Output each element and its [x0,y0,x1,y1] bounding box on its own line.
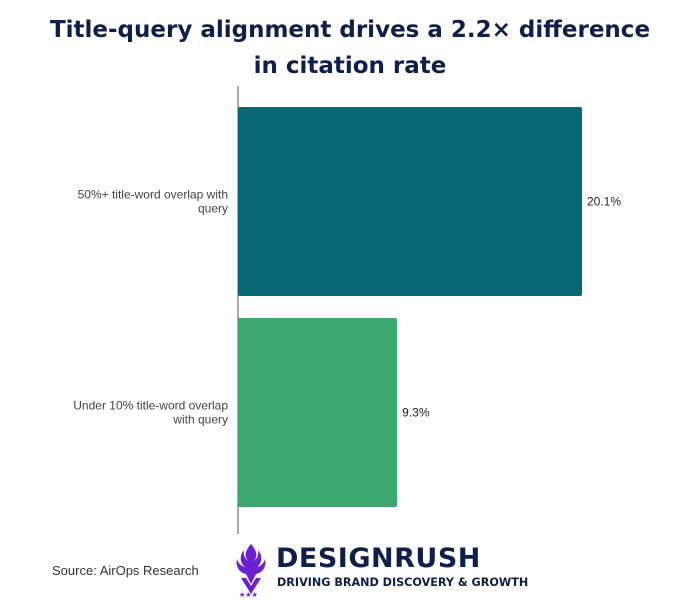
category-label-1-line-2: query [198,202,228,216]
category-label-2-line-1: Under 10% title-word overlap [73,399,228,413]
category-label-2-line-2: with query [172,413,228,427]
chart-title-line-1: Title-query alignment drives a 2.2× diff… [49,17,651,43]
bar-1 [238,107,582,296]
brand-name: DESIGNRUSH [276,543,481,574]
chart-title: Title-query alignment drives a 2.2× diff… [0,12,700,84]
svg-text:★★★: ★★★ [239,591,258,598]
bar-2 [238,318,398,507]
brand-tagline: DRIVING BRAND DISCOVERY & GROWTH [277,576,529,589]
value-label-1: 20.1% [587,195,621,209]
designrush-mark-icon: ★★★ [236,544,266,598]
source-note: Source: AirOps Research [52,563,199,578]
designrush-logo: ★★★ DESIGNRUSH DRIVING BRAND DISCOVERY &… [234,540,534,600]
category-label-1-line-1: 50%+ title-word overlap with [78,188,228,202]
value-label-2: 9.3% [402,406,430,420]
chart-title-line-2: in citation rate [253,53,447,79]
